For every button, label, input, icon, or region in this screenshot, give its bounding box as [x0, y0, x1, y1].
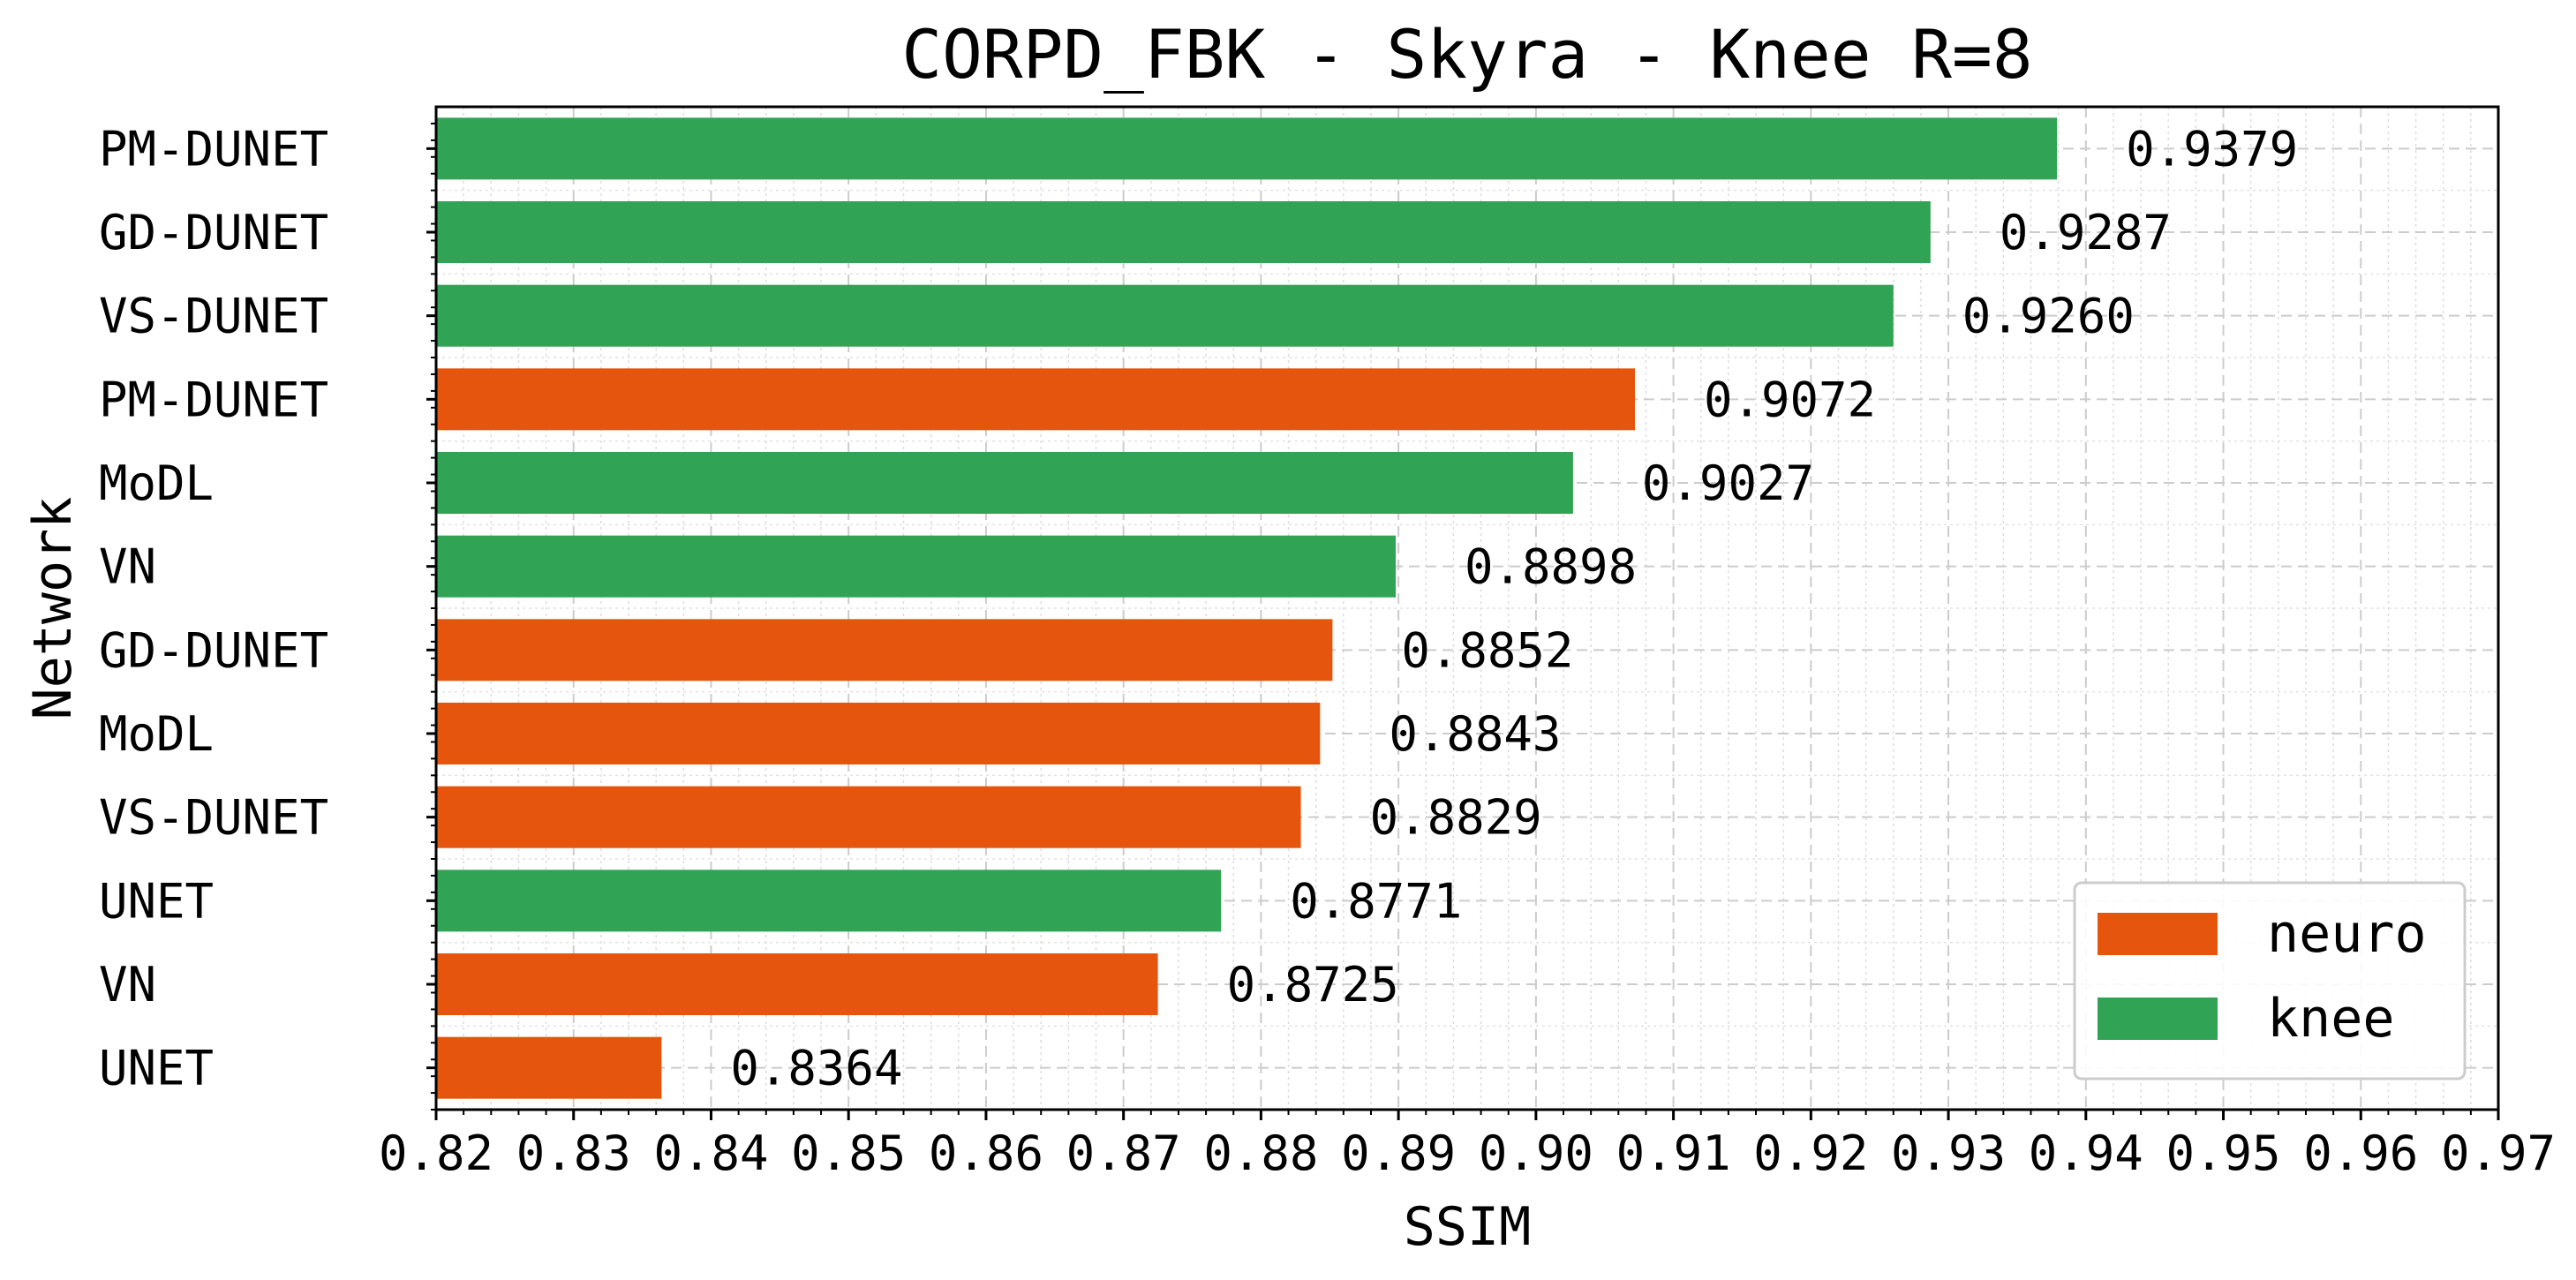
y-tick-label: VN: [99, 539, 156, 595]
y-tick-label: VN: [99, 957, 156, 1013]
value-label: 0.8364: [730, 1041, 902, 1096]
x-tick-label: 0.96: [2303, 1126, 2418, 1181]
bar-neuro: [436, 953, 1158, 1015]
bar-neuro: [436, 786, 1301, 848]
x-tick-label: 0.95: [2166, 1126, 2281, 1181]
value-label: 0.9260: [1962, 289, 2135, 344]
x-tick-label: 0.87: [1066, 1126, 1181, 1181]
y-tick-label: MoDL: [99, 456, 214, 511]
value-label: 0.8852: [1401, 622, 1573, 678]
x-tick-label: 0.84: [653, 1126, 768, 1181]
legend-label-knee: knee: [2267, 988, 2395, 1050]
bar-knee: [436, 870, 1222, 932]
bar-neuro: [436, 619, 1333, 681]
y-tick-label: VS-DUNET: [99, 790, 328, 846]
value-label: 0.8771: [1290, 873, 1462, 929]
plot-frame: [434, 105, 2500, 1111]
x-tick-label: 0.82: [379, 1126, 493, 1181]
y-tick-label: GD-DUNET: [99, 622, 328, 678]
x-tick-label: 0.86: [929, 1126, 1043, 1181]
bar-knee: [436, 535, 1397, 598]
x-axis-label: SSIM: [1404, 1196, 1532, 1258]
bar-neuro: [436, 703, 1321, 764]
value-label: 0.8829: [1370, 790, 1542, 846]
legend-swatch-knee: [2098, 998, 2218, 1040]
y-tick-label: GD-DUNET: [99, 205, 328, 260]
value-label: 0.9287: [2000, 205, 2172, 260]
x-tick-label: 0.83: [516, 1126, 631, 1181]
x-tick-label: 0.94: [2029, 1126, 2143, 1181]
minor-gridlines: [436, 106, 2498, 1111]
x-tick-label: 0.89: [1341, 1126, 1456, 1181]
bar-knee: [436, 452, 1573, 514]
legend-label-neuro: neuro: [2267, 903, 2427, 965]
y-axis-label: Network: [22, 497, 84, 720]
value-label: 0.8898: [1465, 539, 1637, 595]
value-label: 0.8725: [1227, 957, 1399, 1013]
bar-knee: [436, 284, 1894, 347]
value-label: 0.9027: [1642, 456, 1814, 511]
bars-layer: [436, 117, 2058, 1099]
value-label: 0.9072: [1704, 372, 1876, 427]
legend-swatch-neuro: [2098, 913, 2218, 955]
x-tick-label: 0.93: [1891, 1126, 2006, 1181]
y-tick-label: MoDL: [99, 706, 214, 762]
bar-knee: [436, 201, 1931, 263]
x-tick-label: 0.97: [2441, 1126, 2556, 1181]
value-label: 0.8843: [1389, 706, 1561, 762]
y-tick-label: PM-DUNET: [99, 372, 328, 427]
y-tick-label: UNET: [99, 873, 214, 929]
x-tick-label: 0.90: [1479, 1126, 1593, 1181]
bar-neuro: [436, 1036, 662, 1099]
value-label: 0.9379: [2126, 121, 2298, 177]
x-tick-label: 0.85: [791, 1126, 906, 1181]
x-tick-label: 0.92: [1753, 1126, 1868, 1181]
x-axis: 0.82 0.83 0.84 0.85 0.86 0.87 0.88 0.89 0.90 0.91…: [379, 1110, 2556, 1181]
y-tick-label: PM-DUNET: [99, 121, 328, 177]
x-tick-label: 0.91: [1616, 1126, 1731, 1181]
y-axis: PM-DUNET GD-DUNET VS-DUNET PM-DUNET MoDL VN GD…: [99, 121, 436, 1111]
x-tick-label: 0.88: [1203, 1126, 1318, 1181]
y-tick-label: VS-DUNET: [99, 289, 328, 344]
chart-title: CORPD_FBK - Skyra - Knee R=8: [901, 15, 2032, 94]
bar-neuro: [436, 368, 1635, 431]
bar-knee: [436, 117, 2058, 180]
y-tick-label: UNET: [99, 1041, 214, 1096]
legend: neuro knee: [2073, 881, 2467, 1080]
